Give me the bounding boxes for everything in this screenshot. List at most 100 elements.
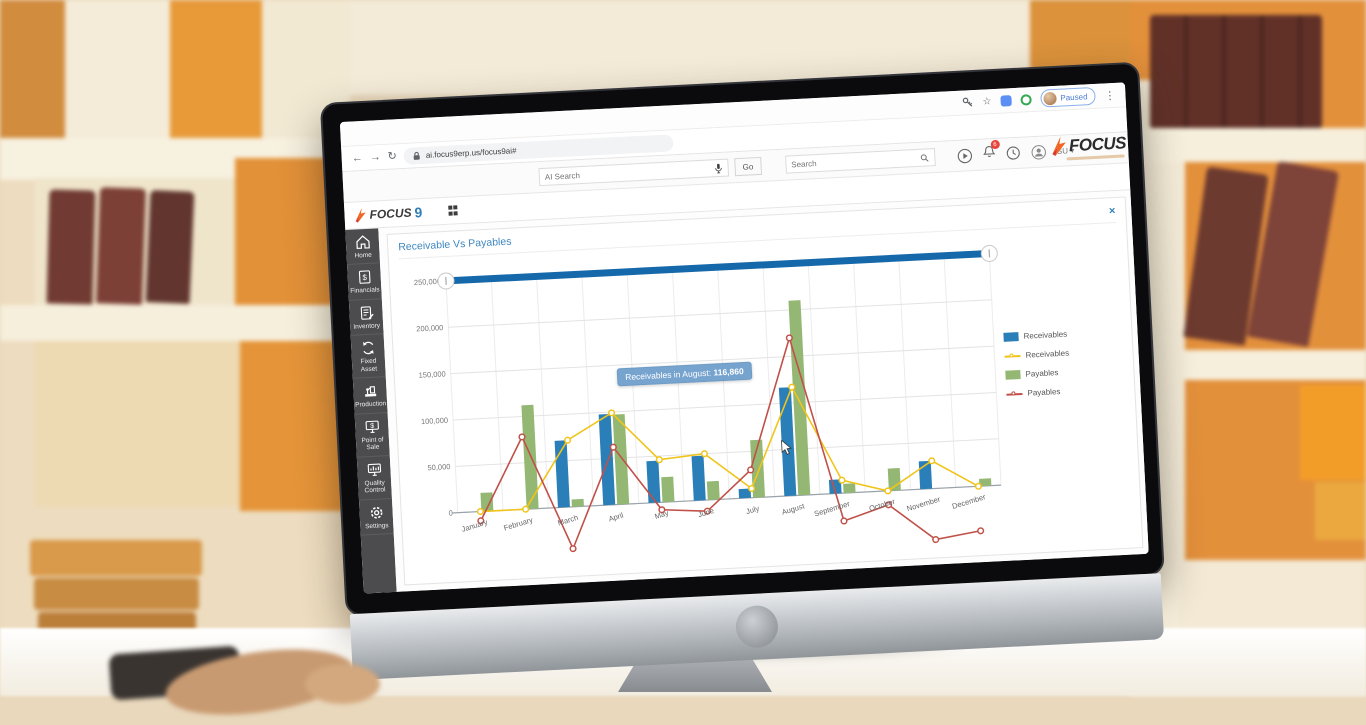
fixed-asset-icon: [359, 340, 376, 357]
svg-text:50,000: 50,000: [427, 462, 450, 472]
legend-item[interactable]: Payables: [1006, 384, 1124, 399]
mic-icon[interactable]: [715, 162, 723, 173]
search-input[interactable]: [791, 153, 921, 169]
svg-text:February: February: [503, 515, 535, 532]
svg-text:$: $: [362, 273, 367, 282]
combo-chart[interactable]: 050,000100,000150,000200,000250,000Janua…: [399, 233, 1015, 593]
user-icon[interactable]: [1031, 144, 1047, 160]
orange-box: [1315, 482, 1366, 540]
svg-text:November: November: [906, 494, 942, 513]
book-stack: [34, 578, 199, 610]
page-title: Receivable Vs Payables: [398, 236, 512, 254]
binder-row: [1150, 15, 1322, 129]
shelf-panel: [170, 0, 262, 150]
sidebar-item-label: Settings: [365, 522, 389, 531]
binder: [47, 189, 96, 304]
sidebar-item-home[interactable]: Home: [345, 228, 380, 265]
point-of-sale-icon: $: [363, 418, 380, 435]
bookmark-star-icon[interactable]: ☆: [982, 96, 992, 107]
settings-icon: [368, 504, 385, 521]
play-icon[interactable]: [957, 148, 973, 164]
legend-swatch: [1004, 351, 1020, 361]
monitor: ☆ Paused ⋮ ← → ↻ ai.focus9erp.us/focus9a…: [320, 62, 1168, 683]
legend-label: Payables: [1027, 387, 1060, 398]
hand: [110, 642, 380, 696]
focus9-logo: FOCUS 9: [354, 204, 423, 223]
svg-text:December: December: [951, 492, 987, 511]
sidebar-item-fixed-asset[interactable]: Fixed Asset: [351, 335, 386, 380]
svg-text:August: August: [781, 501, 807, 517]
svg-text:January: January: [461, 517, 489, 533]
close-icon[interactable]: ×: [1109, 206, 1116, 217]
focus9-flash-icon: [354, 207, 367, 223]
production-icon: [362, 383, 379, 400]
chart-legend: Receivables Receivables Payables Payables: [1003, 327, 1133, 568]
notifications[interactable]: 6: [983, 145, 996, 164]
browser-menu-icon[interactable]: ⋮: [1104, 88, 1116, 102]
svg-text:October: October: [868, 497, 897, 514]
refresh-icon[interactable]: ↻: [387, 151, 397, 162]
legend-item[interactable]: Receivables: [1003, 327, 1121, 342]
shelf-board: [1185, 350, 1366, 380]
legend-item[interactable]: Payables: [1005, 365, 1123, 380]
sidebar-item-settings[interactable]: Settings: [359, 499, 394, 536]
avatar: [1043, 91, 1057, 105]
svg-text:March: March: [557, 513, 580, 528]
profile-label: Paused: [1060, 92, 1088, 102]
inventory-icon: [358, 305, 375, 322]
extension-icon[interactable]: [1000, 95, 1012, 107]
shelf-panel: [65, 0, 170, 160]
sidebar-item-label: Quality Control: [359, 479, 391, 495]
svg-text:July: July: [745, 504, 761, 517]
profile-pill[interactable]: Paused: [1040, 87, 1096, 108]
sidebar-item-label: Fixed Asset: [353, 358, 385, 374]
sidebar-item-label: Financials: [350, 287, 380, 296]
binder: [96, 187, 146, 305]
sidebar-item-production[interactable]: Production: [353, 377, 388, 414]
svg-text:May: May: [654, 508, 670, 521]
extension-green-icon[interactable]: [1020, 94, 1032, 106]
ai-search-box[interactable]: [538, 159, 729, 187]
search-box[interactable]: [785, 148, 936, 174]
mouse-cursor: [781, 440, 794, 457]
sidebar-item-point-of-sale[interactable]: $Point of Sale: [355, 413, 390, 458]
shelf-panel: [35, 341, 240, 506]
legend-label: Receivables: [1025, 349, 1069, 360]
legend-label: Receivables: [1023, 330, 1067, 341]
history-clock-icon[interactable]: [1006, 146, 1021, 161]
sidebar-item-label: Production: [355, 400, 386, 409]
forward-icon[interactable]: →: [369, 152, 381, 164]
svg-text:April: April: [608, 510, 625, 523]
focus-logo: FOCUS: [1051, 133, 1127, 157]
lock-icon: [413, 151, 421, 160]
svg-text:September: September: [813, 499, 851, 518]
url-text: ai.focus9erp.us/focus9ai#: [426, 146, 517, 160]
back-icon[interactable]: ←: [351, 153, 363, 165]
go-button[interactable]: Go: [734, 157, 762, 176]
legend-item[interactable]: Receivables: [1004, 346, 1122, 361]
sidebar-item-financials[interactable]: $ Financials: [347, 264, 382, 301]
sidebar-item-label: Home: [354, 252, 372, 260]
svg-text:250,000: 250,000: [414, 277, 442, 287]
apps-grid-icon[interactable]: [448, 206, 458, 216]
quality-control-icon: [366, 461, 383, 478]
notification-badge: 6: [990, 140, 999, 149]
ai-search-input[interactable]: [545, 164, 716, 182]
sidebar-item-quality-control[interactable]: Quality Control: [357, 456, 392, 501]
legend-swatch: [1006, 389, 1022, 399]
screen: ☆ Paused ⋮ ← → ↻ ai.focus9erp.us/focus9a…: [340, 82, 1149, 593]
svg-text:June: June: [697, 506, 715, 519]
legend-swatch: [1003, 332, 1018, 342]
legend-label: Payables: [1025, 368, 1058, 379]
orange-box: [1300, 385, 1366, 480]
password-key-icon[interactable]: [961, 96, 974, 109]
search-icon: [920, 153, 929, 162]
monitor-aperture: [735, 605, 779, 649]
sidebar-item-inventory[interactable]: Inventory: [349, 299, 384, 336]
svg-text:$: $: [370, 423, 374, 430]
shelf-board: [1140, 128, 1366, 162]
